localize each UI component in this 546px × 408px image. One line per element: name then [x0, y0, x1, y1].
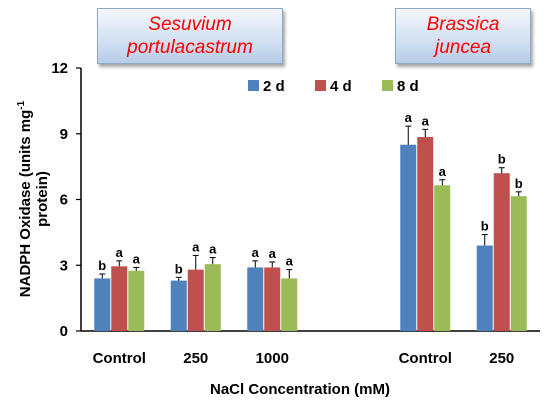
species-left-line1: Sesuvium: [148, 14, 232, 35]
x-axis-title: NaCl Concentration (mM): [210, 381, 390, 398]
legend-swatch: [248, 80, 259, 91]
significance-letter: b: [481, 219, 489, 234]
significance-letter: b: [98, 258, 106, 273]
significance-letter: b: [498, 152, 506, 167]
significance-letter: a: [422, 113, 430, 128]
x-category-label: 250: [489, 350, 514, 367]
bar: [187, 269, 204, 331]
y-axis-title-line2: protein): [34, 171, 51, 227]
svg-text:NADPH Oxidase (units mg-1: NADPH Oxidase (units mg-1: [16, 100, 34, 297]
species-right-line2: juncea: [435, 37, 491, 58]
y-axis-title-superscript: -1: [16, 100, 27, 109]
legend-label: 2 d: [263, 78, 285, 95]
y-tick-label: 9: [60, 126, 68, 143]
bar: [476, 245, 493, 331]
species-label-right: Brassica juncea: [395, 8, 531, 64]
bar: [434, 185, 451, 331]
bar: [204, 264, 221, 331]
y-axis-title: NADPH Oxidase (units mg-1 protein): [16, 100, 51, 297]
legend: 2 d 4 d 8 d: [248, 78, 419, 95]
x-category-label: Control: [399, 350, 452, 367]
significance-letter: a: [192, 239, 200, 254]
species-label-left: Sesuvium portulacastrum: [97, 8, 283, 64]
bar: [111, 266, 128, 331]
significance-letter: b: [515, 176, 523, 191]
bar: [247, 267, 264, 331]
bar: [400, 144, 417, 331]
bar: [493, 173, 510, 331]
significance-letter: a: [286, 254, 294, 269]
species-right-line1: Brassica: [426, 14, 500, 35]
y-tick-label: 0: [60, 323, 68, 340]
legend-swatch: [382, 80, 393, 91]
legend-swatch: [315, 80, 326, 91]
y-tick-label: 6: [60, 192, 68, 209]
bar: [281, 278, 298, 331]
significance-letter: a: [133, 251, 141, 266]
significance-letter: a: [405, 110, 413, 125]
y-axis-title-line1: NADPH Oxidase (units mg: [17, 110, 34, 298]
y-tick-label: 12: [51, 60, 68, 77]
significance-letter: b: [175, 261, 183, 276]
x-category-label: 250: [183, 350, 208, 367]
bar: [417, 137, 434, 331]
x-category-label: 1000: [256, 350, 289, 367]
bar: [264, 267, 281, 331]
significance-letter: a: [116, 245, 124, 260]
bar: [170, 280, 187, 331]
x-category-label: Control: [93, 350, 146, 367]
significance-letter: a: [252, 245, 260, 260]
legend-label: 8 d: [397, 78, 419, 95]
legend-label: 4 d: [330, 78, 352, 95]
significance-letter: a: [269, 246, 277, 261]
bar: [128, 270, 145, 331]
y-tick-label: 3: [60, 257, 68, 274]
significance-letter: a: [439, 164, 447, 179]
axes: 0 3 6 9 12 Control 250 1000 Control 250: [51, 60, 540, 367]
significance-letter: a: [209, 242, 217, 257]
species-left-line2: portulacastrum: [127, 37, 253, 58]
bar: [94, 278, 111, 331]
bar: [510, 196, 527, 331]
